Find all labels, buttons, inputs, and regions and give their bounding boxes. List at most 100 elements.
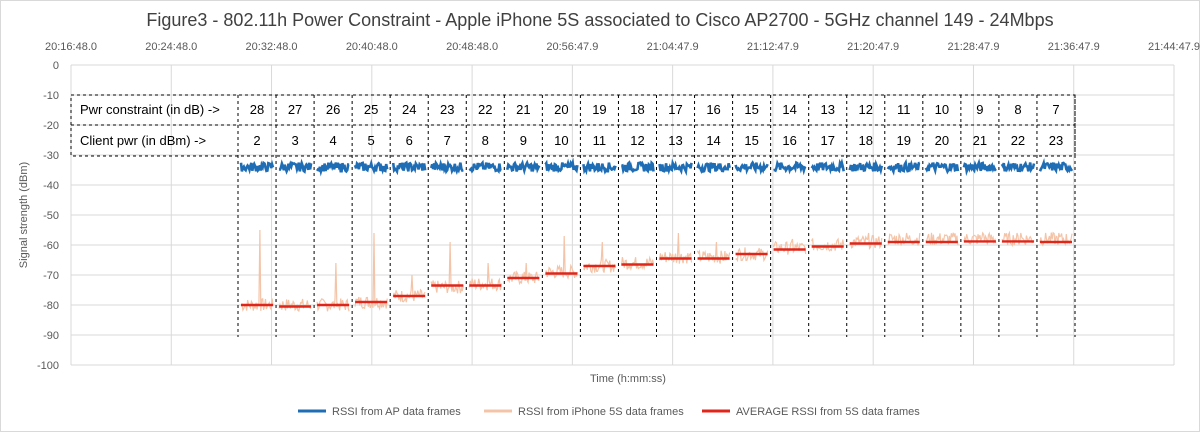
x-tick-label: 20:56:47.9 xyxy=(546,41,598,53)
ap-rssi-trace xyxy=(773,159,807,176)
pwr-constraint-value: 7 xyxy=(1052,102,1059,117)
y-axis-ticks: 0 -10 -20 -30 -40 -50 -60 -70 -80 -90 -100 xyxy=(37,60,59,372)
pwr-constraint-value: 10 xyxy=(935,102,949,117)
pwr-constraint-value: 28 xyxy=(250,102,264,117)
iphone-rssi-trace xyxy=(811,237,845,252)
ap-rssi-trace xyxy=(278,158,313,175)
pwr-constraint-value: 24 xyxy=(402,102,416,117)
x-tick-label: 20:40:48.0 xyxy=(346,41,398,53)
client-pwr-value: 6 xyxy=(406,133,413,148)
pwr-constraint-value: 11 xyxy=(897,102,911,117)
ap-rssi-trace xyxy=(924,161,960,176)
y-tick-label: -30 xyxy=(43,150,59,162)
ap-rssi-trace xyxy=(582,159,617,176)
pwr-constraint-value: 19 xyxy=(592,102,606,117)
x-tick-label: 21:44:47.9 xyxy=(1148,41,1200,53)
pwr-constraint-value: 23 xyxy=(440,102,454,117)
x-tick-label: 21:12:47.9 xyxy=(747,41,799,53)
pwr-constraint-value: 14 xyxy=(782,102,796,117)
ap-rssi-trace xyxy=(696,161,731,175)
ap-rssi-trace xyxy=(734,160,769,176)
ap-rssi-trace xyxy=(506,159,541,176)
y-axis-label: Signal strength (dBm) xyxy=(18,162,30,268)
client-pwr-value: 15 xyxy=(744,133,758,148)
client-pwr-value: 5 xyxy=(368,133,375,148)
pwr-constraint-value: 9 xyxy=(976,102,983,117)
client-pwr-value: 14 xyxy=(706,133,720,148)
pwr-constraint-value: 17 xyxy=(668,102,682,117)
ap-rssi-trace xyxy=(1000,159,1036,174)
client-pwr-value: 20 xyxy=(935,133,949,148)
y-tick-label: -40 xyxy=(43,180,59,192)
x-tick-label: 20:32:48.0 xyxy=(246,41,298,53)
y-tick-label: -20 xyxy=(43,120,59,132)
pwr-constraint-value: 25 xyxy=(364,102,378,117)
legend-label: RSSI from iPhone 5S data frames xyxy=(518,406,684,418)
client-pwr-value: 17 xyxy=(820,133,834,148)
client-pwr-value: 22 xyxy=(1011,133,1025,148)
series-layer xyxy=(239,157,1074,312)
pwr-constraint-value: 12 xyxy=(859,102,873,117)
ap-rssi-trace xyxy=(810,158,845,175)
iphone-rssi-trace xyxy=(1039,231,1073,247)
client-pwr-value: 4 xyxy=(329,133,336,148)
ap-rssi-trace xyxy=(429,158,464,176)
iphone-rssi-trace xyxy=(468,262,502,292)
client-pwr-value: 23 xyxy=(1049,133,1063,148)
pwr-constraint-value: 13 xyxy=(820,102,834,117)
y-tick-label: -60 xyxy=(43,240,59,252)
client-pwr-value: 7 xyxy=(444,133,451,148)
ap-rssi-trace xyxy=(316,159,350,177)
iphone-rssi-trace xyxy=(963,231,997,245)
x-tick-label: 21:04:47.9 xyxy=(647,41,699,53)
ap-rssi-trace xyxy=(620,159,655,175)
legend-label: AVERAGE RSSI from 5S data frames xyxy=(736,406,920,418)
client-pwr-value: 8 xyxy=(482,133,489,148)
ap-rssi-trace xyxy=(468,159,502,174)
client-pwr-row-label: Client pwr (in dBm) -> xyxy=(80,133,206,148)
client-pwr-value: 13 xyxy=(668,133,682,148)
ap-rssi-trace xyxy=(239,159,275,175)
x-tick-label: 20:16:48.0 xyxy=(45,41,97,53)
iphone-rssi-trace xyxy=(354,232,388,311)
x-tick-label: 21:20:47.9 xyxy=(847,41,899,53)
y-tick-label: -90 xyxy=(43,330,59,342)
client-pwr-value: 12 xyxy=(630,133,644,148)
client-pwr-value: 19 xyxy=(897,133,911,148)
pwr-constraint-value: 8 xyxy=(1014,102,1021,117)
x-tick-label: 21:28:47.9 xyxy=(947,41,999,53)
y-tick-label: -50 xyxy=(43,210,59,222)
ap-rssi-trace xyxy=(1038,158,1074,175)
legend-label: RSSI from AP data frames xyxy=(332,406,461,418)
pwr-constraint-value: 21 xyxy=(516,102,530,117)
pwr-constraint-value: 20 xyxy=(554,102,568,117)
client-pwr-value: 3 xyxy=(291,133,298,148)
pwr-constraint-row-label: Pwr constraint (in dB) -> xyxy=(80,102,220,117)
pwr-constraint-value: 27 xyxy=(288,102,302,117)
client-pwr-value: 21 xyxy=(973,133,987,148)
chart-title: Figure3 - 802.11h Power Constraint - App… xyxy=(146,10,1053,30)
x-tick-label: 20:48:48.0 xyxy=(446,41,498,53)
y-tick-label: 0 xyxy=(53,60,59,72)
ap-rssi-trace xyxy=(544,157,579,174)
ap-rssi-trace xyxy=(886,158,921,176)
client-pwr-value: 2 xyxy=(253,133,260,148)
iphone-rssi-trace xyxy=(430,241,464,294)
x-axis-ticks: 20:16:48.0 20:24:48.0 20:32:48.0 20:40:48.0… xyxy=(45,41,1200,53)
ap-rssi-trace xyxy=(962,158,997,177)
y-tick-label: -100 xyxy=(37,360,59,372)
pwr-constraint-value: 16 xyxy=(706,102,720,117)
pwr-constraint-value: 22 xyxy=(478,102,492,117)
client-pwr-value: 9 xyxy=(520,133,527,148)
pwr-constraint-value: 26 xyxy=(326,102,340,117)
ap-rssi-trace xyxy=(848,159,884,176)
client-pwr-value: 16 xyxy=(782,133,796,148)
client-pwr-value: 11 xyxy=(593,133,607,148)
x-tick-label: 21:36:47.9 xyxy=(1048,41,1100,53)
ap-rssi-trace xyxy=(391,159,427,176)
x-tick-label: 20:24:48.0 xyxy=(145,41,197,53)
x-axis-label: Time (h:mm:ss) xyxy=(590,373,666,385)
